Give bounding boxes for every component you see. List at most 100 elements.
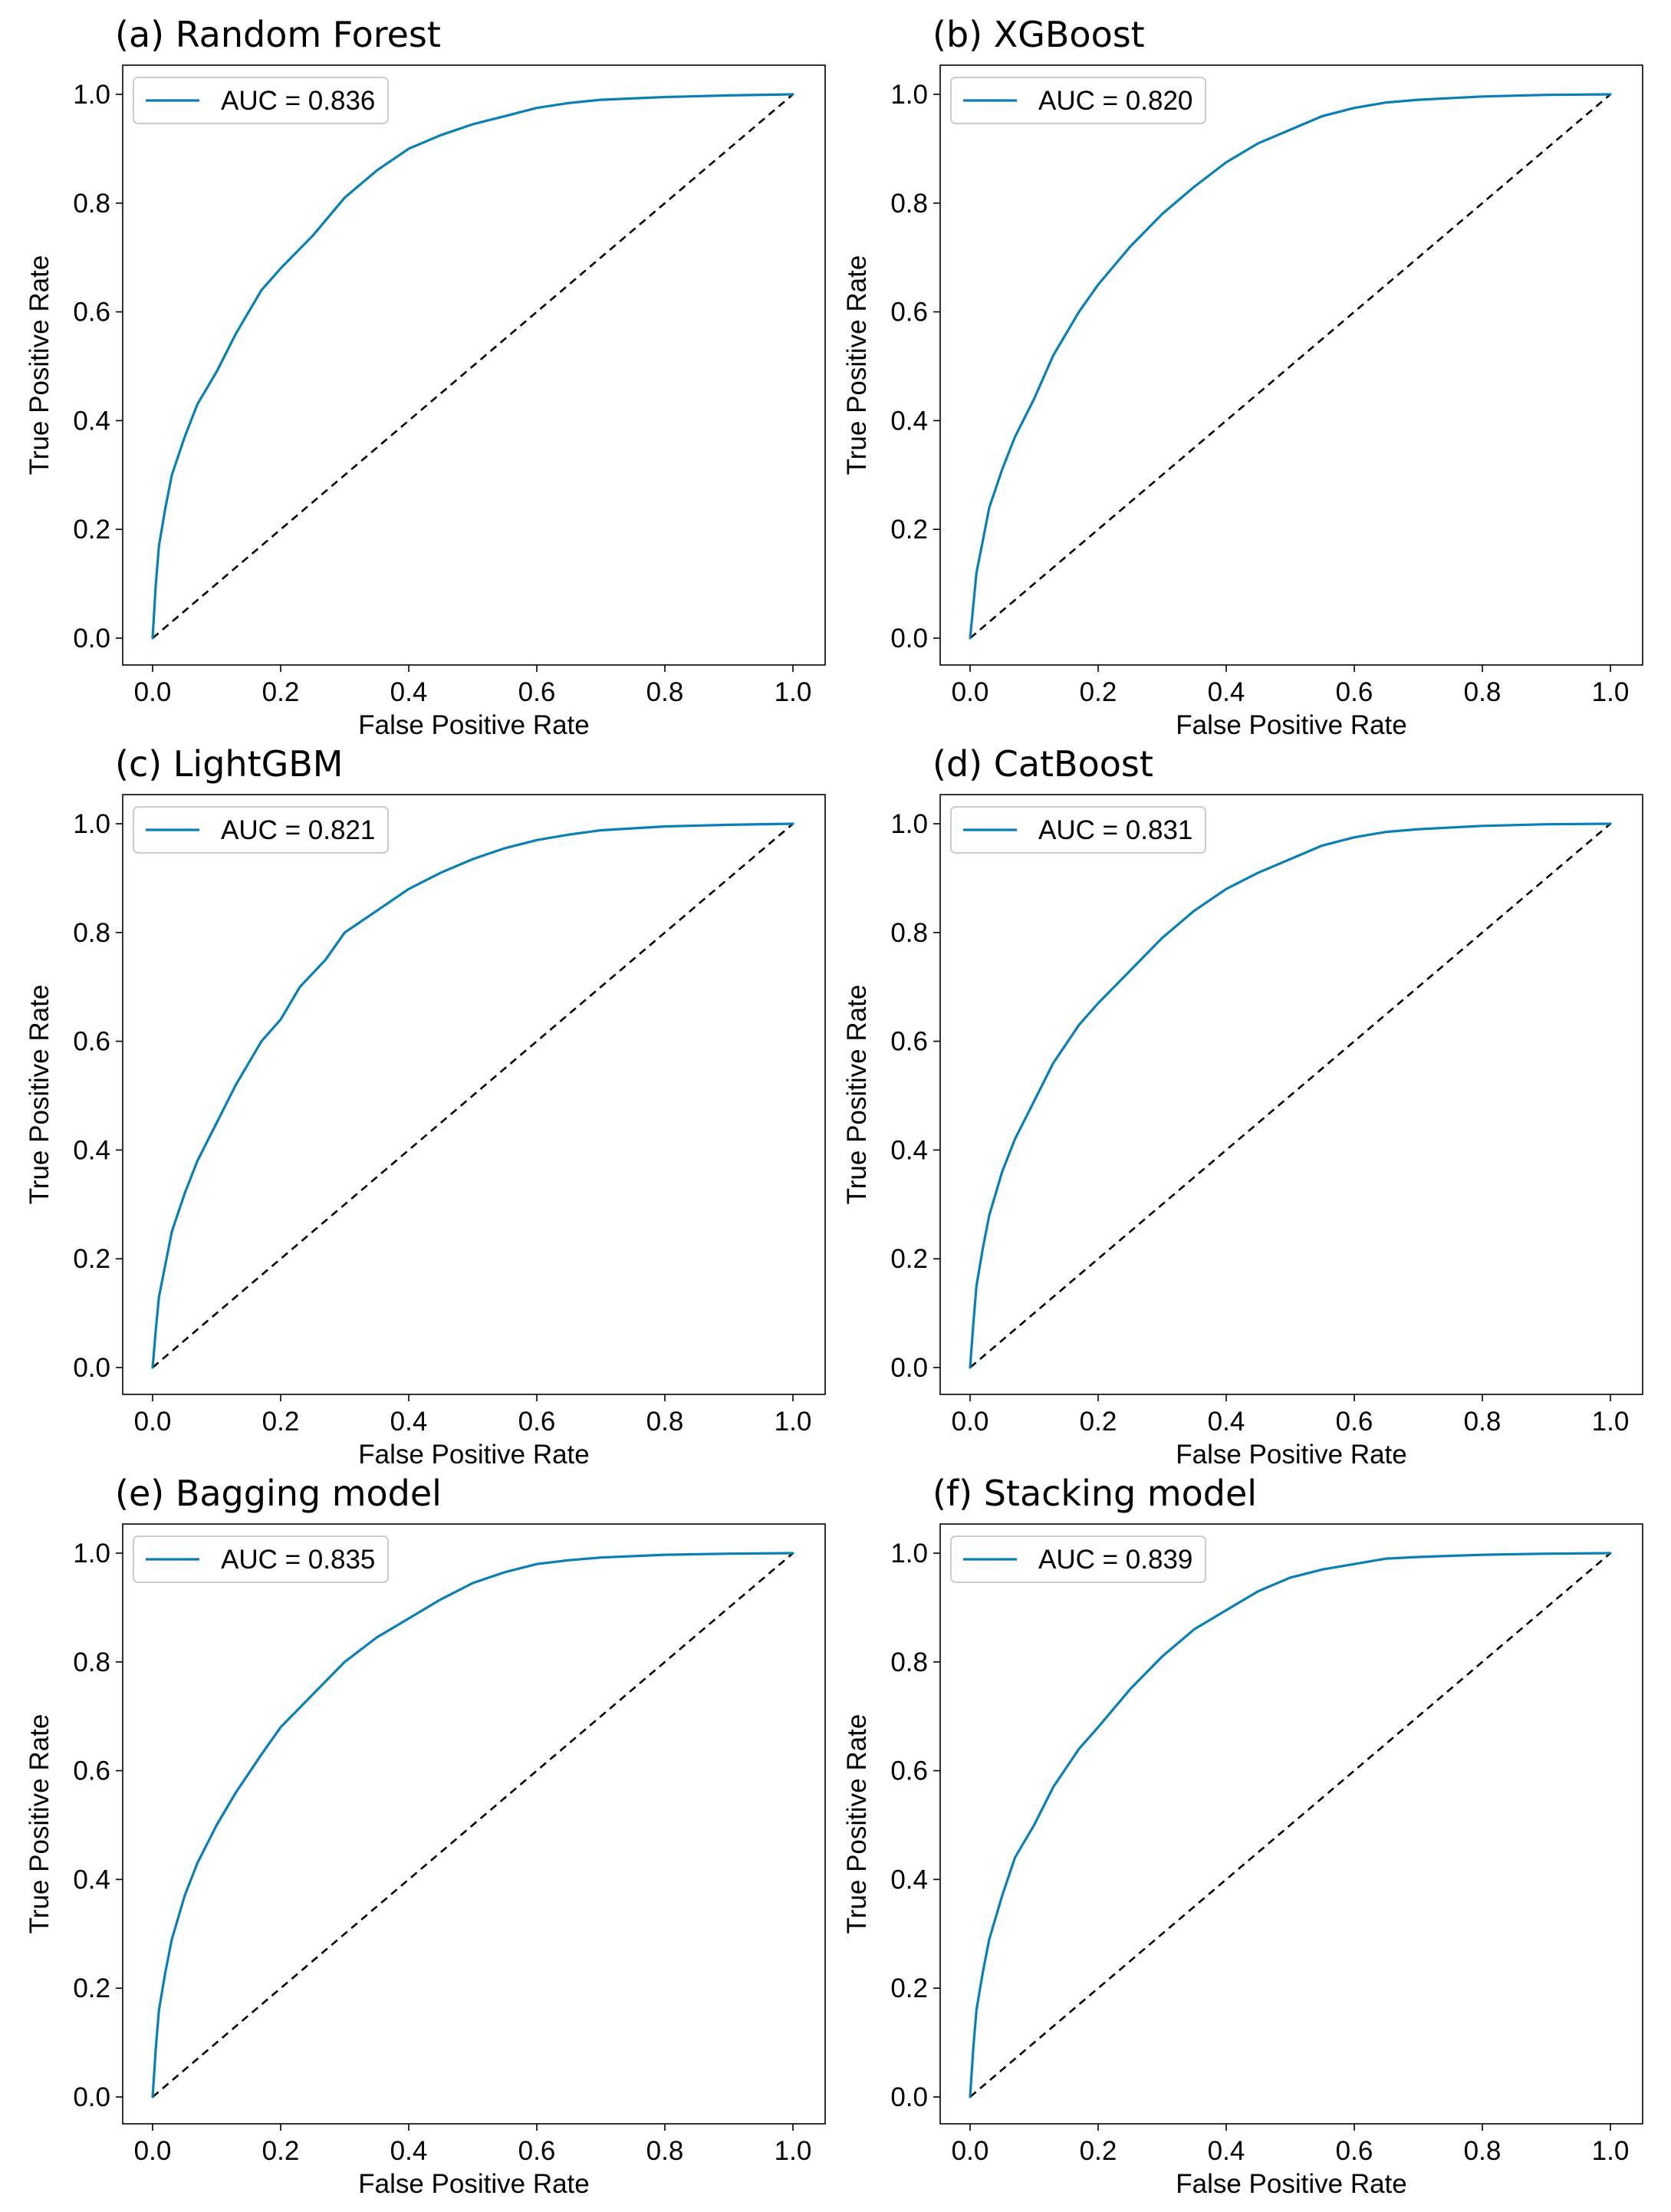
panel-a-roc-curve (151, 93, 794, 640)
panel-b-y-axis-label: True Positive Rate (842, 255, 872, 476)
panel-e: (e) Bagging model 0.0 0.2 0.4 0.6 0.8 1.0 0.0 0.… (25, 1473, 826, 2199)
panel-b-x-tick-label: 0.4 (1208, 677, 1245, 707)
panel-d-title: (d) CatBoost (933, 743, 1153, 785)
panel-e-x-axis-label: False Positive Rate (358, 2169, 590, 2199)
panel-a-y-tick-label: 0.6 (73, 298, 110, 328)
panel-b-y-tick-label: 0.2 (890, 515, 928, 545)
panel-f-y-tick-label: 0.2 (890, 1973, 928, 2003)
panel-c-axes-frame (122, 794, 826, 1395)
panel-b: (b) XGBoost 0.0 0.2 0.4 0.6 0.8 1.0 0.0 0.2 0.4 0.… (842, 14, 1643, 740)
panel-b-x-tick-label: 0.8 (1464, 677, 1502, 707)
panel-c-x-tick-label: 0.0 (134, 1407, 172, 1437)
panel-c-roc-curve (151, 822, 794, 1369)
panel-d-legend-box (950, 806, 1206, 854)
panel-c-x-tick-label: 0.2 (262, 1407, 300, 1437)
panel-f-legend-box (950, 1536, 1206, 1583)
panel-b-legend-box (950, 77, 1206, 124)
panel-b-legend: AUC = 0.820 (950, 77, 1206, 124)
panel-f-y-tick-label: 0.6 (890, 1756, 928, 1786)
panel-f-chance-line (969, 1552, 1611, 2098)
panel-c-chance-line (152, 823, 794, 1368)
panel-f-y-tick-label: 0.4 (890, 1865, 928, 1894)
panel-c: (c) LightGBM 0.0 0.2 0.4 0.6 0.8 1.0 0.0 0.2 0.4 0… (25, 743, 826, 1470)
panel-b-y-tick-label: 1.0 (890, 80, 928, 110)
panel-e-x-tick-label: 1.0 (775, 2136, 812, 2166)
panel-f-axes-frame (939, 1523, 1643, 2125)
panel-f: (f) Stacking model 0.0 0.2 0.4 0.6 0.8 1.0 0.0 0… (842, 1473, 1643, 2199)
panel-e-roc-curve (151, 1552, 794, 2098)
panel-b-y-tick-label: 0.8 (890, 189, 928, 219)
panel-a-chance-line (152, 94, 794, 639)
panel-d: (d) CatBoost 0.0 0.2 0.4 0.6 0.8 1.0 0.0 0.2 0.4 0… (842, 743, 1643, 1470)
panel-d-y-tick-label: 0.6 (890, 1027, 928, 1057)
panel-a-legend-label: AUC = 0.836 (221, 86, 375, 116)
panel-d-y-tick-label: 0.4 (890, 1135, 928, 1165)
panel-b-axes-frame (939, 64, 1643, 666)
panel-d-y-tick-label: 0.2 (890, 1244, 928, 1274)
panel-f-y-tick-label: 0.8 (890, 1647, 928, 1677)
panel-d-chance-line (969, 823, 1611, 1368)
panel-d-x-tick-label: 0.2 (1080, 1407, 1117, 1437)
panel-c-y-tick-label: 0.6 (73, 1027, 110, 1057)
panel-d-axes-frame (939, 794, 1643, 1395)
panel-e-y-tick-label: 0.0 (73, 2082, 110, 2112)
panel-f-x-tick-label: 0.6 (1336, 2136, 1373, 2166)
panel-c-x-tick-label: 1.0 (775, 1407, 812, 1437)
panel-e-x-tick-label: 0.4 (390, 2136, 428, 2166)
panel-b-y-tick-label: 0.6 (890, 298, 928, 328)
panel-e-axes-frame (122, 1523, 826, 2125)
panel-f-x-tick-label: 1.0 (1592, 2136, 1630, 2166)
panel-f-legend: AUC = 0.839 (950, 1536, 1206, 1583)
panel-c-legend-label: AUC = 0.821 (221, 815, 375, 845)
panel-e-y-tick-label: 0.4 (73, 1865, 110, 1894)
panel-d-x-tick-label: 0.0 (952, 1407, 989, 1437)
panel-d-legend-label: AUC = 0.831 (1038, 815, 1192, 845)
panel-b-x-axis-label: False Positive Rate (1176, 710, 1407, 740)
panel-e-legend-label: AUC = 0.835 (221, 1545, 375, 1575)
panel-d-y-tick-label: 0.0 (890, 1353, 928, 1383)
panel-d-legend: AUC = 0.831 (950, 806, 1206, 854)
panel-c-y-tick-label: 1.0 (73, 809, 110, 839)
panel-a-x-tick-label: 0.6 (518, 677, 556, 707)
panel-d-x-tick-label: 0.8 (1464, 1407, 1502, 1437)
panel-a: (a) Random Forest 0.0 0.2 0.4 0.6 0.8 1.0 0.0 0.… (25, 14, 826, 740)
panel-e-y-tick-label: 1.0 (73, 1539, 110, 1568)
panel-e-y-tick-label: 0.2 (73, 1973, 110, 2003)
panel-c-y-tick-label: 0.2 (73, 1244, 110, 1274)
panel-f-y-tick-label: 1.0 (890, 1539, 928, 1568)
panel-d-y-axis-label: True Positive Rate (842, 985, 872, 1205)
panel-b-x-tick-label: 0.2 (1080, 677, 1117, 707)
panel-d-x-axis-label: False Positive Rate (1176, 1440, 1407, 1470)
panel-a-x-tick-label: 0.0 (134, 677, 172, 707)
panel-a-x-axis-label: False Positive Rate (358, 710, 590, 740)
panel-c-x-tick-label: 0.6 (518, 1407, 556, 1437)
panel-b-x-tick-label: 0.6 (1336, 677, 1373, 707)
panel-b-x-tick-label: 1.0 (1592, 677, 1630, 707)
panel-c-legend: AUC = 0.821 (133, 806, 389, 854)
panel-f-legend-label: AUC = 0.839 (1038, 1545, 1192, 1575)
panel-f-x-tick-label: 0.4 (1208, 2136, 1245, 2166)
panel-f-x-tick-label: 0.8 (1464, 2136, 1502, 2166)
panel-a-legend-box (133, 77, 389, 124)
panel-e-legend: AUC = 0.835 (133, 1536, 389, 1583)
panel-a-legend: AUC = 0.836 (133, 77, 389, 124)
panel-e-x-tick-label: 0.6 (518, 2136, 556, 2166)
panel-a-y-axis-label: True Positive Rate (25, 255, 54, 476)
panel-f-x-tick-label: 0.2 (1080, 2136, 1117, 2166)
panel-c-x-tick-label: 0.4 (390, 1407, 428, 1437)
panel-c-y-tick-label: 0.0 (73, 1353, 110, 1383)
panel-a-axes-frame (122, 64, 826, 666)
panel-c-y-tick-label: 0.4 (73, 1135, 110, 1165)
panel-f-x-tick-label: 0.0 (952, 2136, 989, 2166)
panel-b-roc-curve (969, 93, 1612, 640)
panel-b-title: (b) XGBoost (933, 14, 1145, 55)
panel-d-y-tick-label: 0.8 (890, 918, 928, 948)
panel-d-x-tick-label: 0.6 (1336, 1407, 1373, 1437)
panel-f-x-axis-label: False Positive Rate (1176, 2169, 1407, 2199)
panel-a-y-tick-label: 0.8 (73, 189, 110, 219)
panel-b-x-tick-label: 0.0 (952, 677, 989, 707)
panel-e-chance-line (152, 1552, 794, 2098)
panel-f-roc-curve (969, 1552, 1612, 2098)
panel-e-y-axis-label: True Positive Rate (25, 1714, 54, 1934)
